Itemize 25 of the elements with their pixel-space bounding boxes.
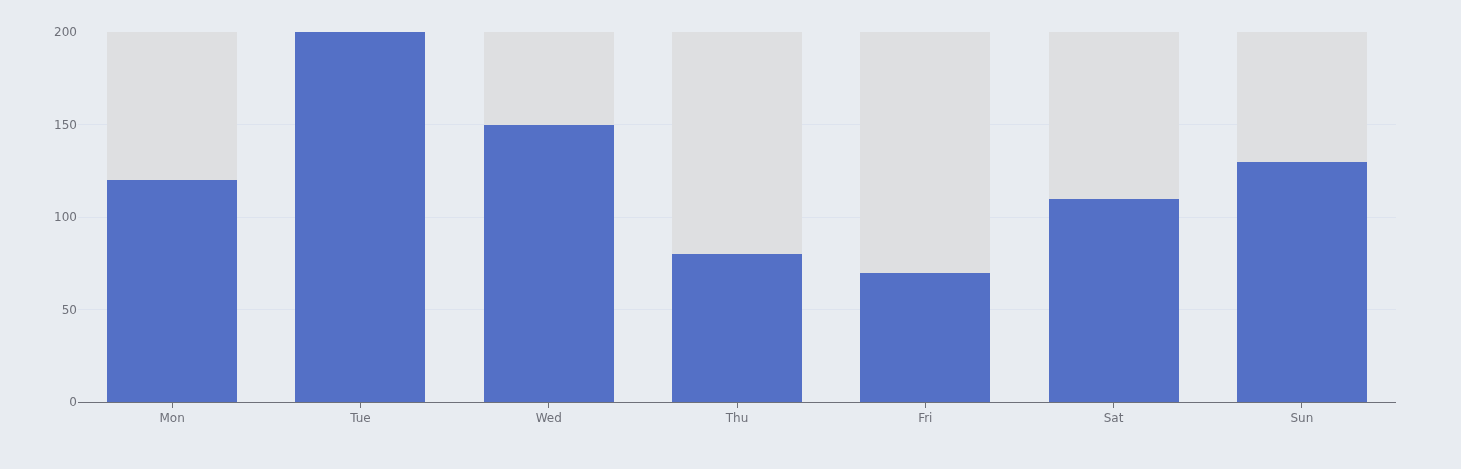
x-tick-label: Sat — [1103, 411, 1124, 426]
y-tick-label: 100 — [54, 210, 77, 225]
bar — [672, 32, 802, 254]
x-tick-label: Wed — [535, 411, 562, 426]
bar — [483, 32, 614, 125]
x-tick-label: Thu — [724, 411, 749, 426]
x-tick-label: Sun — [1290, 411, 1314, 426]
y-tick-label: 200 — [54, 25, 77, 40]
x-tick-label: Tue — [349, 411, 371, 426]
x-tick-label: Fri — [918, 411, 933, 426]
bar — [1236, 32, 1367, 162]
x-tick-label: Mon — [159, 411, 185, 426]
y-tick-label: 150 — [54, 117, 77, 132]
bar — [672, 254, 802, 402]
bar — [860, 272, 991, 402]
y-tick-label: 50 — [61, 302, 77, 317]
bar — [107, 180, 238, 402]
bar — [860, 32, 991, 273]
y-tick-label: 0 — [69, 395, 77, 410]
bar — [1048, 32, 1179, 199]
bar — [107, 32, 238, 180]
bar — [1048, 198, 1179, 402]
bar — [1236, 161, 1367, 402]
bar — [483, 124, 614, 402]
bar — [295, 32, 426, 402]
